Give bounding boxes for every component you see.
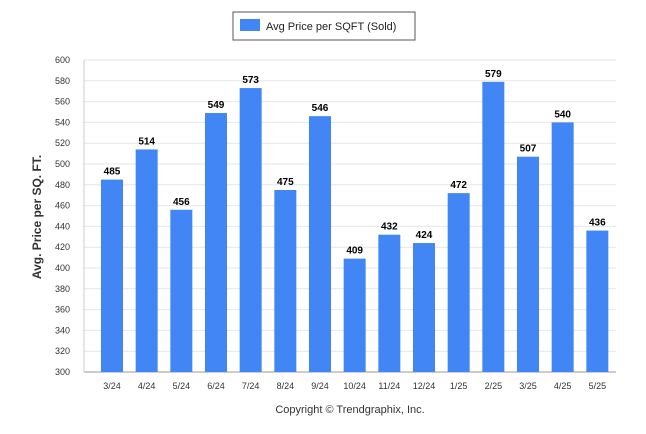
data-label: 507 [520,144,537,155]
x-tick-label: 5/24 [173,381,191,391]
data-label: 409 [346,246,363,257]
y-axis-title: Avg. Price per SQ. FT. [30,155,44,279]
legend-box [232,11,416,41]
bar [551,122,574,373]
x-tick-label: 5/25 [589,381,607,391]
x-tick-label: 2/25 [485,381,503,391]
y-tick-label: 500 [55,159,70,169]
data-label: 475 [277,177,294,188]
data-label: 485 [104,167,121,178]
y-tick-label: 520 [55,138,70,148]
legend: Avg Price per SQFT (Sold) [232,11,416,41]
y-tick-label: 540 [55,117,70,127]
bar [101,179,123,372]
x-tick-label: 11/24 [378,381,400,391]
x-tick-label: 8/24 [277,381,295,391]
data-label: 472 [450,180,467,191]
data-label: 514 [138,136,155,147]
x-tick-label: 12/24 [413,381,436,391]
bar [343,258,366,372]
x-tick-label: 4/25 [554,381,572,391]
bar [517,156,539,372]
y-tick-label: 360 [55,305,70,315]
x-tick-label: 10/24 [343,381,366,391]
bars [101,81,609,373]
y-tick-label: 580 [55,76,70,86]
copyright-text: Copyright © Trendgraphix, Inc. [275,404,424,416]
x-axis: 3/24 4/24 5/24 6/24 7/24 8/24 9/24 10/24 11/24 12… [103,381,606,391]
data-label: 456 [173,197,190,208]
bar [205,113,227,372]
x-tick-label: 1/25 [450,381,468,391]
bar [309,116,331,372]
y-tick-label: 560 [55,97,70,107]
data-label: 549 [208,100,225,111]
y-tick-label: 440 [55,221,70,231]
y-tick-label: 380 [55,284,70,294]
y-tick-label: 600 [55,55,70,65]
bar [413,243,435,372]
data-labels: 485 514 456 549 573 475 546 409 432 424 472 579 507 5… [104,69,606,257]
y-tick-label: 400 [55,263,70,273]
bar [274,190,297,372]
data-label: 424 [416,230,433,241]
data-label: 432 [381,222,398,233]
y-tick-label: 320 [55,346,70,356]
bar [170,209,193,372]
x-tick-label: 6/24 [207,381,225,391]
x-tick-label: 7/24 [242,381,260,391]
x-tick-label: 4/24 [138,381,156,391]
y-axis: 300 320 340 360 380 400 420 440 460 480 500 520 540 5… [55,55,85,377]
data-label: 540 [554,109,571,120]
legend-label: Avg Price per SQFT (Sold) [266,21,396,33]
x-tick-label: 3/25 [519,381,537,391]
data-label: 573 [242,75,259,86]
x-tick-label: 9/24 [311,381,329,391]
y-tick-label: 300 [55,367,70,377]
data-label: 546 [312,103,329,114]
y-tick-label: 460 [55,201,70,211]
data-label: 436 [589,218,606,229]
bar [482,81,505,372]
y-tick-label: 480 [55,180,70,190]
bar [239,88,262,372]
bar [135,149,158,372]
bar [447,193,470,372]
y-tick-label: 340 [55,325,70,335]
bar [378,234,401,372]
x-tick-label: 3/24 [103,381,121,391]
legend-swatch [240,19,260,31]
data-label: 579 [485,69,502,80]
bar [586,230,609,372]
y-tick-label: 420 [55,242,70,252]
